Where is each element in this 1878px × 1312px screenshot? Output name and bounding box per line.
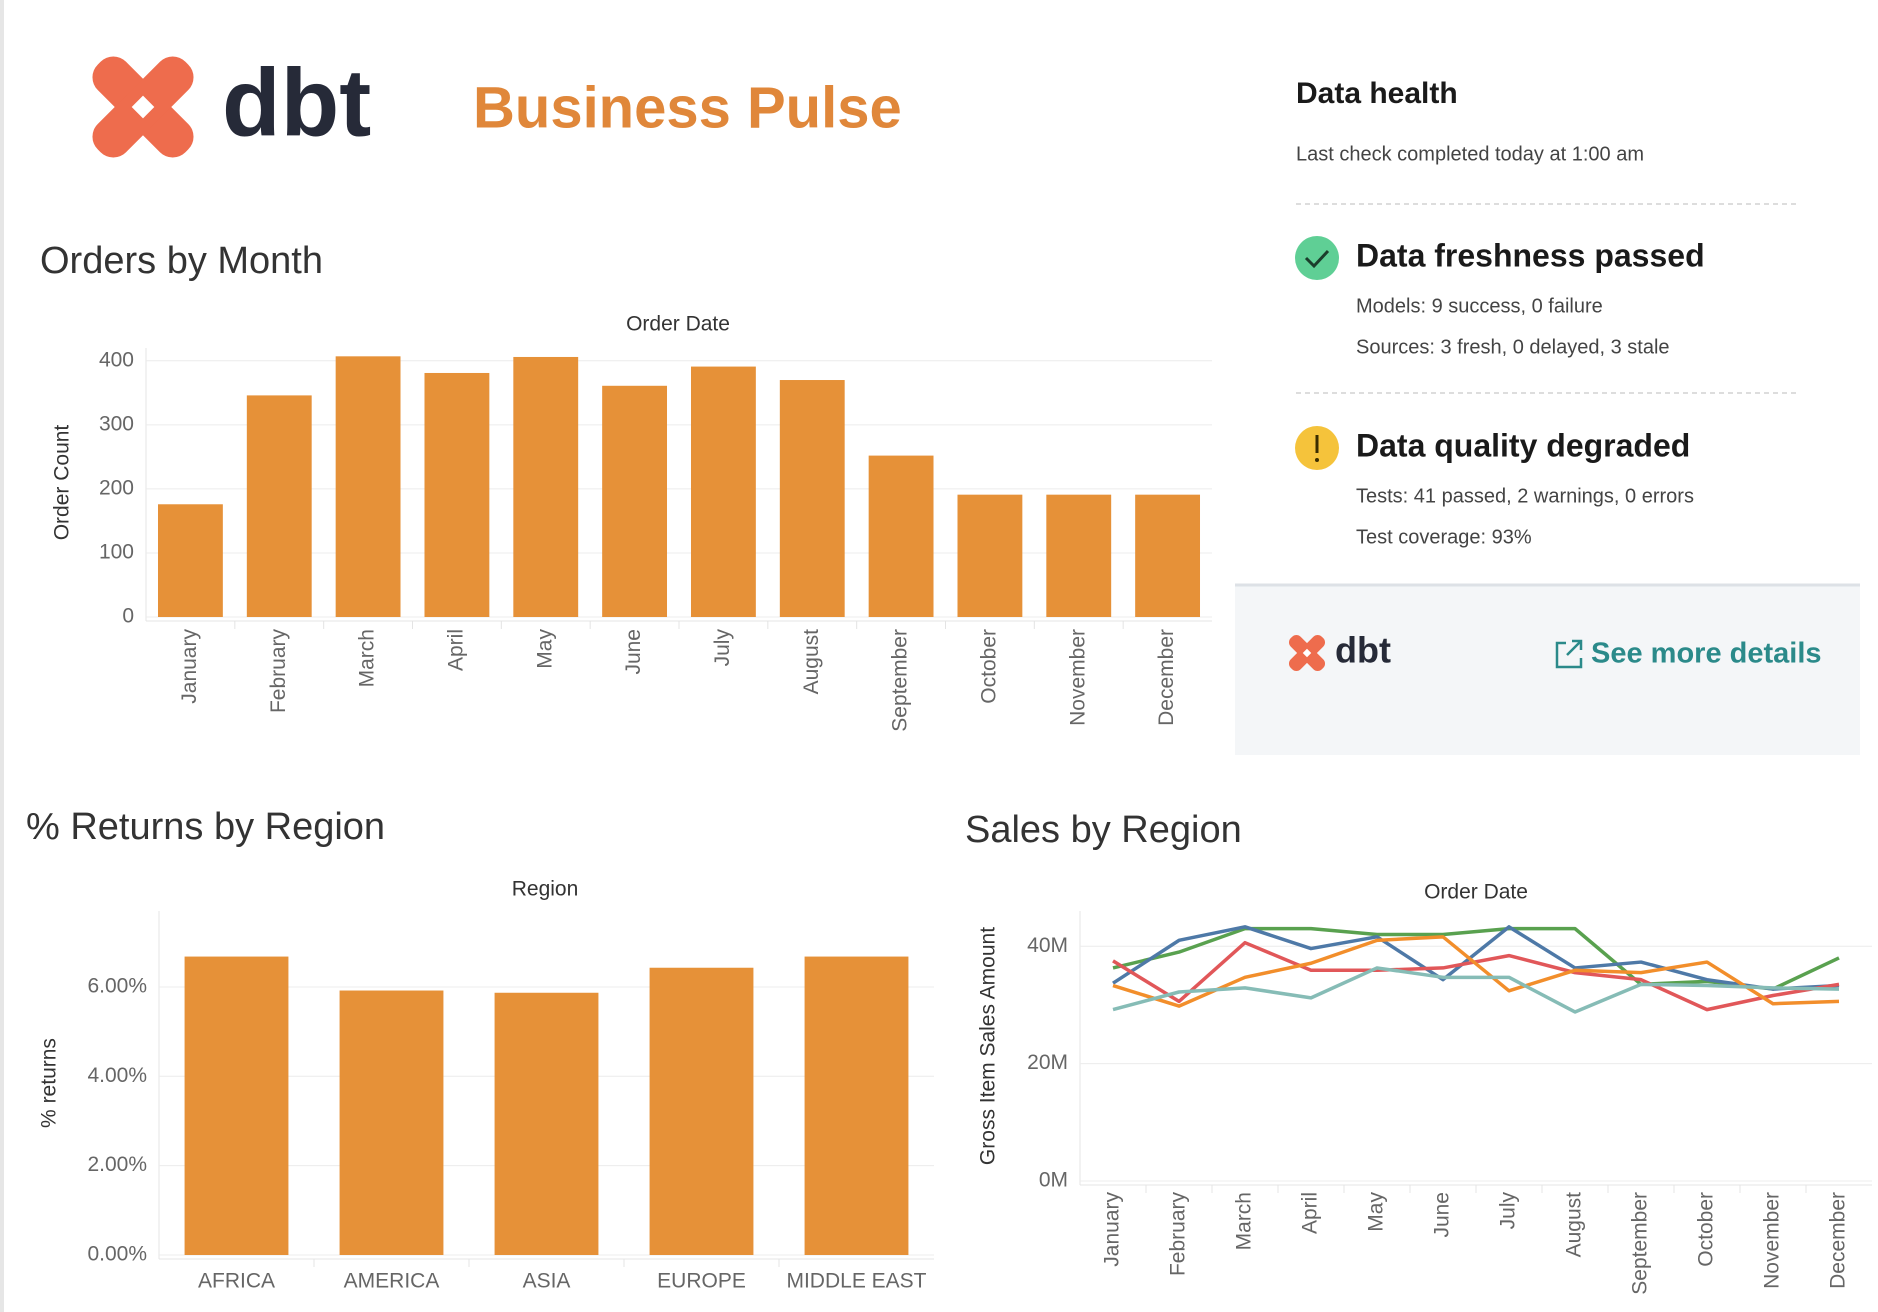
chart-title: % Returns by Region xyxy=(26,806,385,848)
bar xyxy=(957,494,1023,617)
dbt-logo-small xyxy=(1288,634,1326,672)
logo-text: dbt xyxy=(222,49,371,156)
y-tick-label: 200 xyxy=(99,476,134,499)
x-tick-label: November xyxy=(1761,1192,1784,1289)
chart-title: Sales by Region xyxy=(965,809,1242,851)
bar xyxy=(649,967,754,1255)
x-tick-label: September xyxy=(1629,1192,1652,1295)
check-line: Test coverage: 93% xyxy=(1356,526,1532,548)
bar xyxy=(602,385,668,617)
x-tick-label: October xyxy=(977,629,1000,704)
x-tick-label: April xyxy=(1299,1192,1322,1234)
bar xyxy=(424,372,490,617)
bar xyxy=(690,366,756,617)
x-axis-title: Region xyxy=(512,878,579,901)
warning-dot xyxy=(1315,458,1319,462)
check-icon xyxy=(1295,236,1339,280)
series-line xyxy=(1112,935,1840,1008)
x-tick-label: June xyxy=(622,629,645,675)
bar xyxy=(246,395,312,617)
x-tick-label: May xyxy=(1365,1192,1388,1232)
x-tick-label: MIDDLE EAST xyxy=(786,1270,926,1293)
x-tick-label: July xyxy=(711,629,734,667)
left-edge xyxy=(0,0,4,1312)
x-tick-label: January xyxy=(1101,1192,1124,1267)
y-tick-label: 0.00% xyxy=(87,1243,147,1266)
y-tick-label: 400 xyxy=(99,348,134,371)
health-title: Data health xyxy=(1296,77,1458,110)
bar xyxy=(157,504,223,617)
x-tick-label: February xyxy=(267,629,290,714)
x-tick-label: July xyxy=(1497,1192,1520,1230)
x-tick-label: March xyxy=(1233,1192,1256,1250)
check-line: Models: 9 success, 0 failure xyxy=(1356,295,1603,317)
x-tick-label: August xyxy=(1563,1192,1586,1258)
series-line xyxy=(1112,966,1840,1014)
bar xyxy=(779,380,845,617)
check-mark xyxy=(1304,249,1330,269)
dashboard-title: Business Pulse xyxy=(473,75,902,140)
x-tick-label: November xyxy=(1066,629,1089,726)
y-tick-label: 0 xyxy=(122,605,134,628)
y-axis-title: % returns xyxy=(38,1038,61,1128)
x-tick-label: February xyxy=(1167,1192,1190,1277)
y-tick-label: 6.00% xyxy=(87,974,147,997)
bar xyxy=(868,455,934,617)
x-tick-label: EUROPE xyxy=(657,1270,746,1293)
x-tick-label: December xyxy=(1827,1192,1850,1289)
bar xyxy=(335,356,401,617)
x-tick-label: ASIA xyxy=(523,1270,571,1293)
series-line xyxy=(1112,925,1840,991)
x-tick-label: December xyxy=(1155,629,1178,726)
x-tick-label: September xyxy=(889,629,912,732)
y-tick-label: 300 xyxy=(99,412,134,435)
x-axis-title: Order Date xyxy=(626,313,730,336)
dbt-logo-icon xyxy=(92,56,194,158)
y-axis-title: Gross Item Sales Amount xyxy=(977,927,1000,1165)
footer-logo-text: dbt xyxy=(1335,630,1391,671)
y-tick-label: 20M xyxy=(1027,1051,1068,1074)
bar xyxy=(339,990,444,1255)
x-axis-title: Order Date xyxy=(1424,881,1528,904)
health-subtitle: Last check completed today at 1:00 am xyxy=(1296,143,1644,165)
bar xyxy=(184,956,289,1255)
y-tick-label: 100 xyxy=(99,540,134,563)
check-line: Sources: 3 fresh, 0 delayed, 3 stale xyxy=(1356,336,1670,358)
x-tick-label: August xyxy=(800,629,823,695)
y-tick-label: 0M xyxy=(1039,1169,1068,1192)
chart-title: Orders by Month xyxy=(40,240,323,282)
external-link-icon[interactable] xyxy=(1555,639,1583,669)
y-axis-title: Order Count xyxy=(51,425,74,541)
bar xyxy=(1135,494,1201,617)
y-tick-label: 4.00% xyxy=(87,1064,147,1087)
x-tick-label: April xyxy=(444,629,467,671)
y-tick-label: 40M xyxy=(1027,934,1068,957)
health-footer xyxy=(1235,584,1860,755)
x-tick-label: October xyxy=(1695,1192,1718,1267)
bar xyxy=(804,956,909,1255)
check-title: Data quality degraded xyxy=(1356,427,1690,463)
x-tick-label: AFRICA xyxy=(198,1270,275,1293)
x-tick-label: May xyxy=(533,629,556,669)
x-tick-label: March xyxy=(356,629,379,687)
details-link[interactable]: See more details xyxy=(1591,638,1822,670)
y-tick-label: 2.00% xyxy=(87,1153,147,1176)
check-line: Tests: 41 passed, 2 warnings, 0 errors xyxy=(1356,485,1694,507)
bar xyxy=(513,356,579,617)
x-tick-label: January xyxy=(178,629,201,704)
bar xyxy=(494,992,599,1255)
x-tick-label: June xyxy=(1431,1192,1454,1238)
check-title: Data freshness passed xyxy=(1356,237,1705,273)
bar xyxy=(1046,494,1112,617)
x-tick-label: AMERICA xyxy=(344,1270,440,1293)
